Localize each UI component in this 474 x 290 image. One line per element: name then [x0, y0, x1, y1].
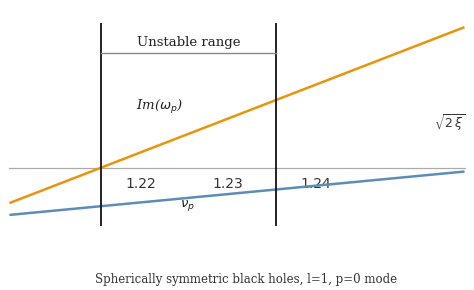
Text: $\nu_p$: $\nu_p$ — [180, 198, 195, 213]
Text: Spherically symmetric black holes, l=1, p=0 mode: Spherically symmetric black holes, l=1, … — [95, 273, 398, 286]
Text: Unstable range: Unstable range — [137, 36, 241, 49]
Text: Im($\omega_p$): Im($\omega_p$) — [137, 98, 183, 116]
Text: $\sqrt{2\,\xi}$: $\sqrt{2\,\xi}$ — [434, 112, 465, 133]
